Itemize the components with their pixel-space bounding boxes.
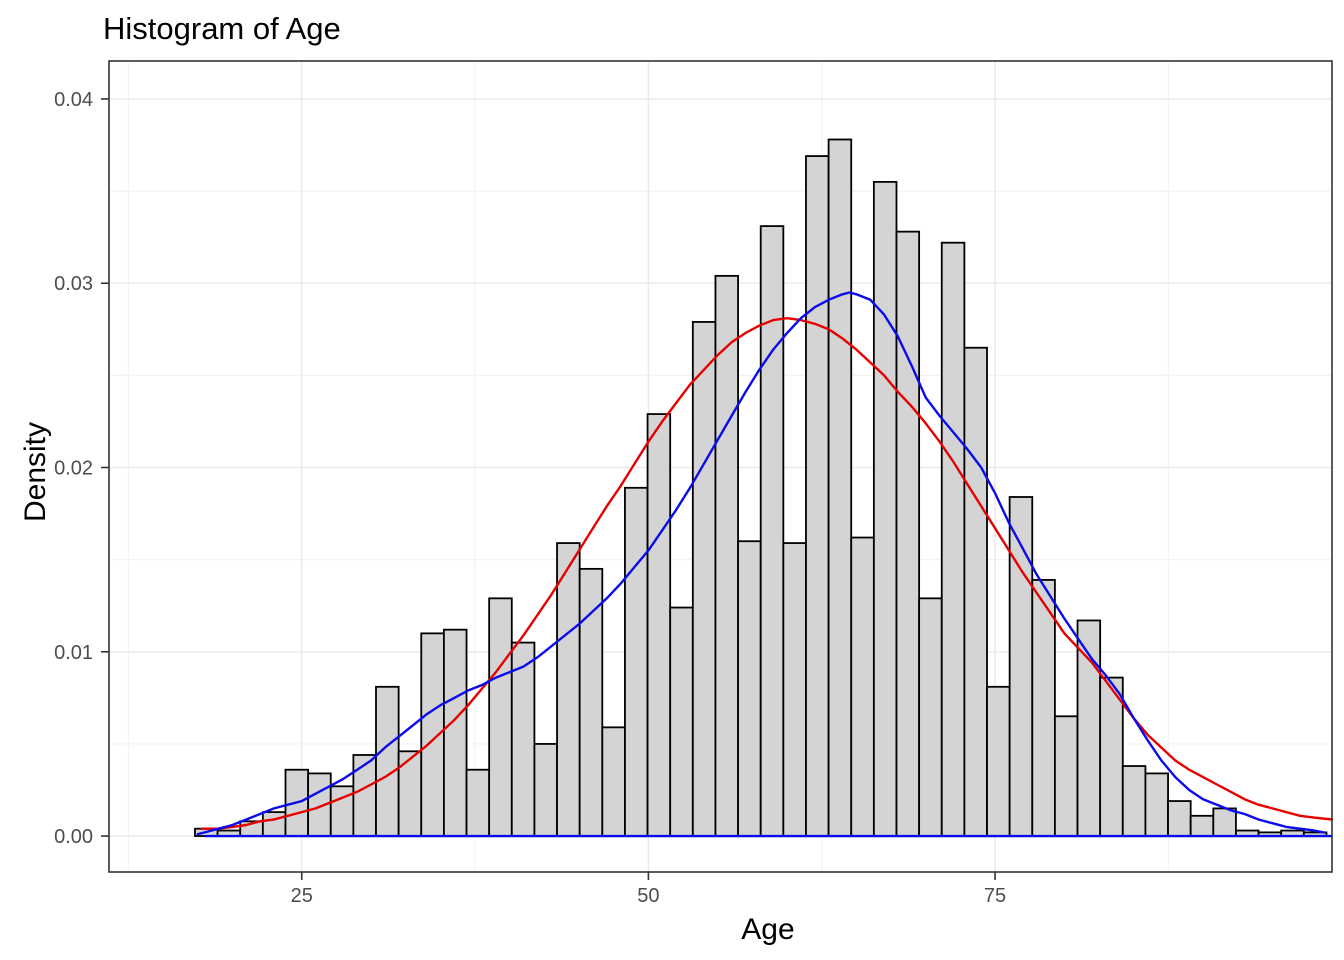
- histogram-bar: [1189, 814, 1215, 837]
- histogram-bar: [986, 685, 1011, 837]
- histogram-bar: [1212, 807, 1237, 837]
- y-tick-label: 0.02: [54, 458, 93, 480]
- plot-title: Histogram of Age: [103, 11, 341, 46]
- y-tick-label: 0.00: [54, 826, 93, 848]
- histogram-bar: [872, 180, 898, 837]
- histogram-bar: [1099, 676, 1124, 837]
- histogram-bar: [1167, 800, 1192, 837]
- x-tick-label: 75: [984, 885, 1006, 907]
- x-axis-title: Age: [0, 913, 1344, 947]
- histogram-bar: [488, 597, 513, 837]
- panel-border: [108, 60, 1333, 873]
- histogram-bar: [646, 413, 672, 837]
- histogram-bar: [940, 241, 966, 837]
- histogram-bar: [375, 685, 400, 837]
- histogram-bar: [465, 768, 491, 837]
- histogram-bar: [261, 811, 287, 837]
- y-tick-label: 0.03: [54, 273, 93, 295]
- y-axis-title: Density: [19, 421, 52, 523]
- y-tick-label: 0.04: [54, 89, 93, 111]
- histogram-bar: [510, 641, 536, 837]
- histogram-bar: [601, 726, 626, 837]
- histogram-bar: [533, 743, 558, 837]
- histogram-bar: [1031, 579, 1056, 837]
- histogram-bar: [714, 274, 739, 837]
- histogram-bar: [624, 486, 649, 837]
- histogram-bar: [1144, 772, 1169, 837]
- x-tick-label: 50: [637, 885, 659, 907]
- normal-curve: [200, 317, 1334, 830]
- histogram-bar: [850, 536, 875, 837]
- histogram-bar: [805, 155, 830, 837]
- histogram-bar: [737, 540, 762, 837]
- histogram-bar: [352, 754, 377, 837]
- histogram-bar: [782, 542, 807, 837]
- x-axis-title-text: Age: [741, 913, 795, 946]
- histogram-bar: [918, 597, 943, 837]
- histogram-bar: [420, 632, 445, 837]
- histogram-bar: [556, 542, 581, 837]
- y-tick-label: 0.01: [54, 642, 93, 664]
- histogram-bar: [1008, 496, 1034, 837]
- histogram-bar: [895, 230, 921, 837]
- histogram-bar: [442, 628, 468, 837]
- histogram-bar: [1053, 715, 1079, 837]
- density-curve: [196, 291, 1325, 836]
- histogram-bar: [1121, 765, 1147, 837]
- histogram-bar: [759, 225, 785, 837]
- x-tick-label: 25: [291, 885, 313, 907]
- histogram-bar: [578, 567, 604, 837]
- histogram-bar: [669, 606, 694, 837]
- histogram-bar: [963, 346, 988, 837]
- histogram-bar: [827, 138, 853, 837]
- histogram-bar: [691, 321, 717, 837]
